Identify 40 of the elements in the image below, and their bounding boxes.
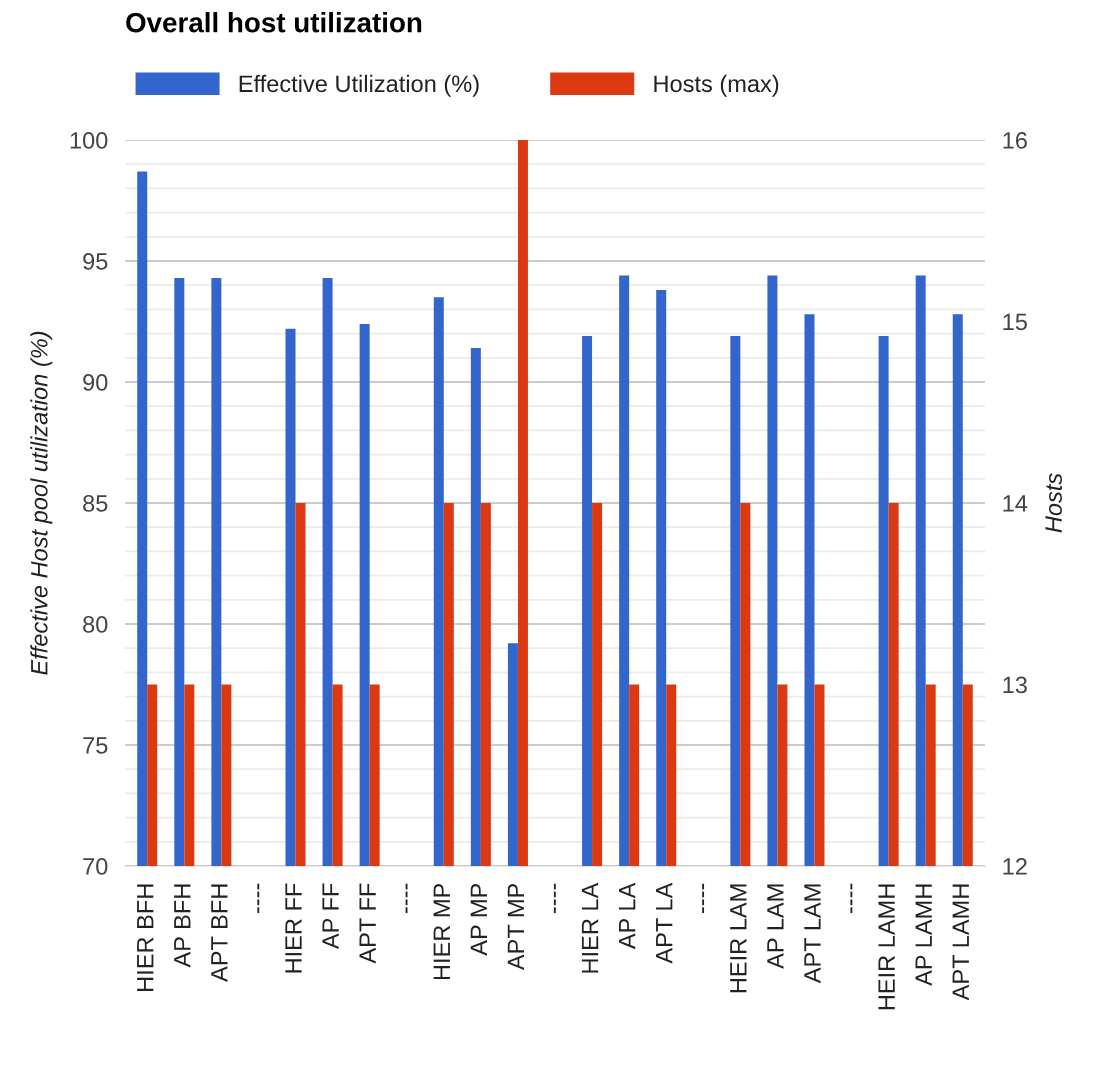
x-tick-label: ---- bbox=[702, 883, 705, 914]
x-tick-label: HIER LA bbox=[581, 882, 599, 973]
y2-tick-label: 15 bbox=[1003, 313, 1027, 331]
y2-tick-label: 14 bbox=[1003, 495, 1028, 512]
x-tick-label: ---- bbox=[850, 883, 853, 914]
x-tick-label: APT MP bbox=[507, 883, 525, 971]
x-tick-label: APT LAM bbox=[804, 884, 821, 984]
x-tick-label: ---- bbox=[405, 883, 408, 914]
x-tick-label: AP MP bbox=[470, 883, 487, 956]
legend-label: Hosts (max) bbox=[654, 74, 779, 97]
x-tick-label: HIER MP bbox=[433, 883, 450, 980]
y2-tick-label: 12 bbox=[1003, 858, 1027, 875]
x-tick-label: HIER FF bbox=[285, 883, 302, 973]
x-tick-label: HEIR LAMH bbox=[878, 884, 895, 1010]
y-tick-label: 95 bbox=[83, 253, 108, 270]
x-tick-label: APT LAMH bbox=[952, 884, 969, 1001]
x-tick-label: ---- bbox=[257, 883, 260, 914]
y-tick-label: 80 bbox=[83, 616, 108, 633]
x-tick-label: ---- bbox=[553, 883, 556, 914]
y-tick-label: 75 bbox=[83, 737, 108, 754]
y-axis-title: Effective Host pool utilization (%) bbox=[30, 331, 53, 675]
y-tick-label: 70 bbox=[83, 858, 108, 875]
y-tick-label: 85 bbox=[83, 495, 108, 512]
legend-label: Effective Utilization (%) bbox=[239, 74, 479, 97]
x-tick-label: AP FF bbox=[322, 883, 339, 950]
x-tick-label: AP BFH bbox=[174, 884, 191, 968]
x-tick-label: AP LA bbox=[619, 882, 636, 950]
x-tick-label: HEIR LAM bbox=[730, 884, 747, 993]
x-tick-label: APT BFH bbox=[211, 884, 228, 982]
y2-tick-label: 16 bbox=[1003, 132, 1027, 149]
x-tick-label: APT LA bbox=[656, 882, 673, 964]
x-tick-label: AP LAM bbox=[767, 884, 784, 969]
x-tick-label: HIER BFH bbox=[137, 884, 154, 991]
x-tick-label: AP LAMH bbox=[915, 884, 932, 986]
x-tick-label: APT FF bbox=[359, 883, 376, 964]
y2-axis-title: Hosts bbox=[1045, 473, 1062, 533]
y-tick-label: 100 bbox=[70, 132, 108, 149]
y-tick-label: 90 bbox=[83, 374, 108, 391]
y2-tick-label: 13 bbox=[1003, 676, 1027, 694]
chart-title: Overall host utilization bbox=[126, 12, 422, 33]
